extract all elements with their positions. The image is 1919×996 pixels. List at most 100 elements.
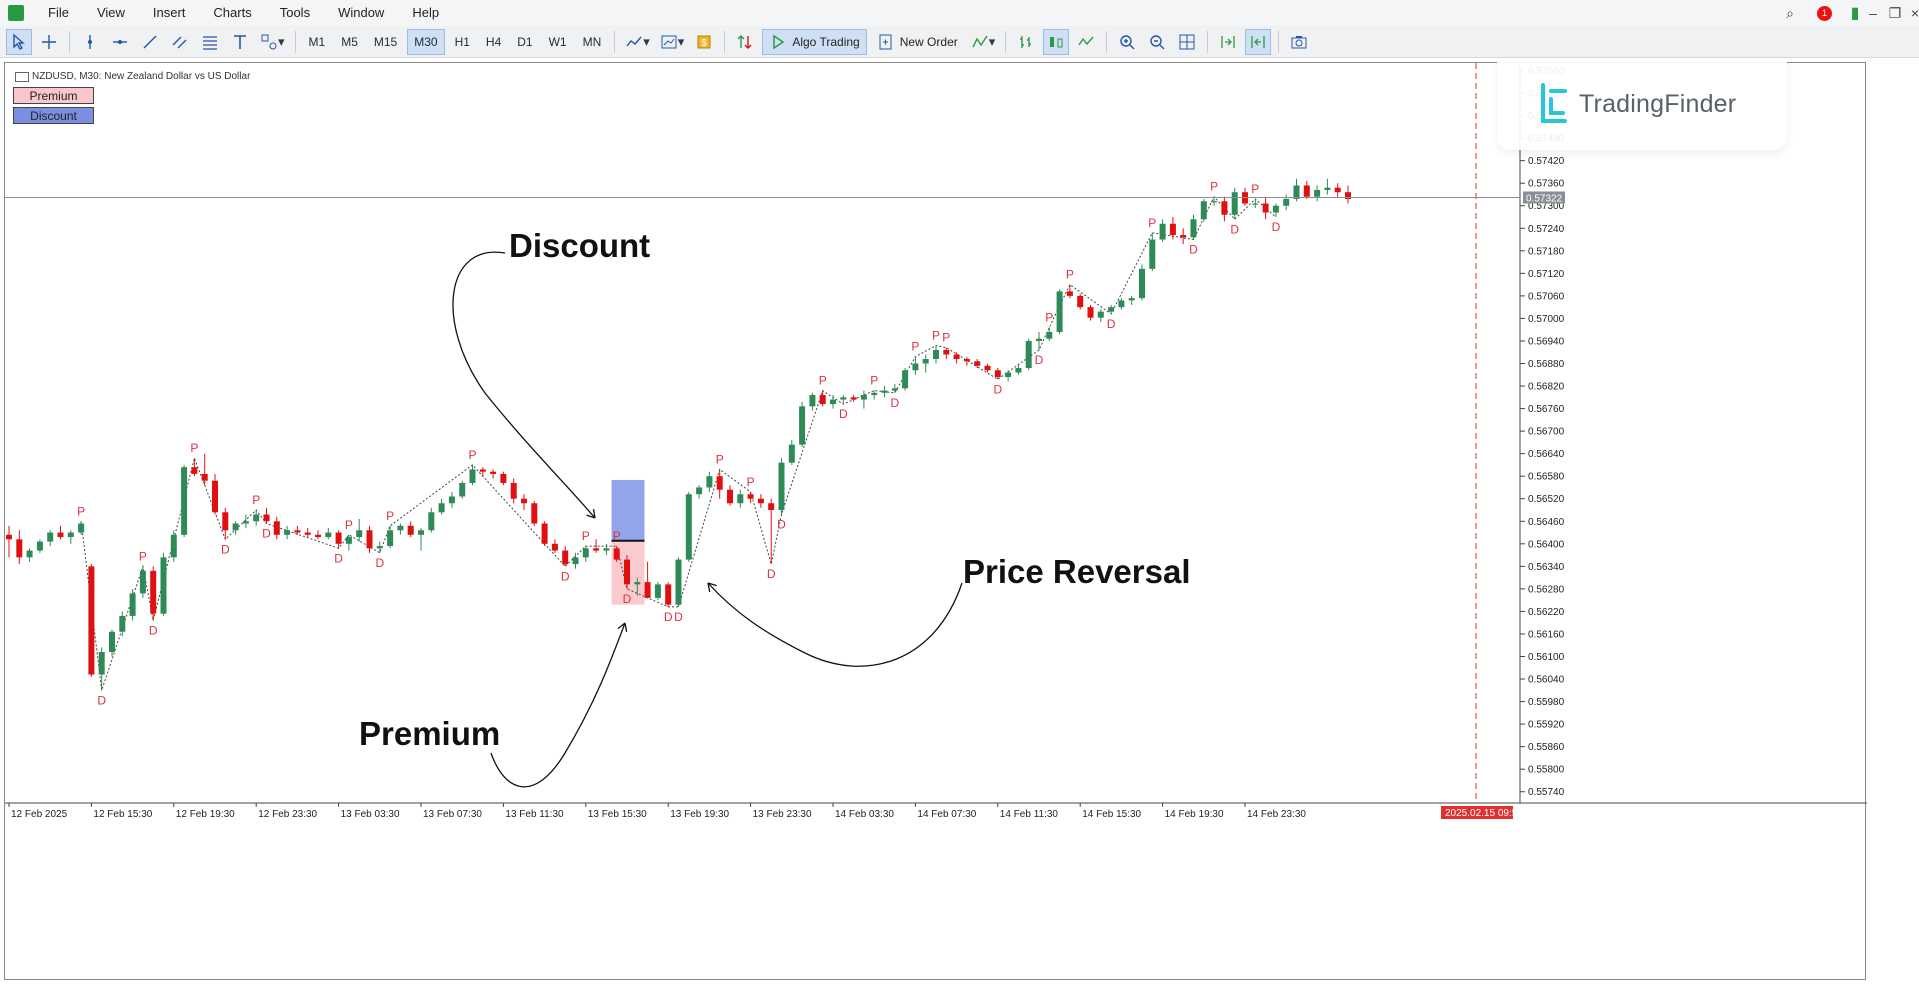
new-order-button[interactable]: New Order: [871, 29, 964, 55]
pivot-low-label: D: [674, 610, 683, 624]
notification-badge[interactable]: 1: [1817, 6, 1832, 21]
autoscroll-icon[interactable]: [1215, 29, 1241, 55]
bar-chart-icon[interactable]: [1013, 29, 1039, 55]
bull-candle: [438, 503, 445, 513]
candlestick-icon[interactable]: [1043, 28, 1070, 55]
bull-candle: [933, 349, 939, 359]
timeframe-m30[interactable]: M30: [407, 28, 445, 55]
bull-candle: [891, 388, 898, 391]
y-tick-label: 0.56040: [1528, 675, 1565, 686]
price-chart[interactable]: 0.576600.576000.575400.574800.574200.573…: [5, 63, 1867, 981]
shapes-icon[interactable]: ▾: [257, 29, 288, 55]
bull-candle: [582, 548, 589, 558]
bear-candle: [335, 532, 342, 544]
trendline-icon[interactable]: [137, 29, 163, 55]
bull-candle: [109, 631, 115, 652]
discount-zone: [611, 479, 645, 541]
chart-type-icon[interactable]: ▾: [622, 29, 653, 55]
pivot-low-label: D: [1107, 317, 1116, 331]
bull-candle: [1056, 291, 1063, 332]
screenshot-icon[interactable]: [1286, 29, 1312, 55]
minimize-icon[interactable]: –: [1869, 5, 1877, 21]
algo-trading-button[interactable]: Algo Trading: [762, 28, 867, 55]
timeframe-h4[interactable]: H4: [485, 34, 502, 49]
chart-window[interactable]: 0.576600.576000.575400.574800.574200.573…: [4, 62, 1867, 981]
timeframe-w1[interactable]: W1: [548, 34, 567, 49]
tile-windows-icon[interactable]: [1174, 29, 1200, 55]
chart-shift-icon[interactable]: [1245, 28, 1272, 55]
timeframe-mn[interactable]: MN: [582, 34, 602, 49]
search-icon[interactable]: ⌕: [1786, 4, 1794, 21]
bull-candle: [1293, 185, 1300, 199]
line-chart-icon[interactable]: [1073, 29, 1099, 55]
bear-candle: [613, 548, 620, 560]
x-tick-label: 13 Feb 07:30: [423, 809, 482, 820]
x-tick-label: 13 Feb 15:30: [588, 809, 647, 820]
bull-candle: [181, 467, 188, 535]
timeframe-m15[interactable]: M15: [373, 34, 398, 49]
menu-insert[interactable]: Insert: [152, 5, 186, 20]
bull-candle: [737, 494, 744, 504]
timeframe-m1[interactable]: M1: [308, 34, 326, 49]
cursor-tool-icon[interactable]: [6, 28, 32, 55]
y-tick-label: 0.56880: [1528, 359, 1565, 370]
pivot-high-label: P: [1148, 216, 1156, 230]
timeframe-m5[interactable]: M5: [341, 34, 358, 49]
y-tick-label: 0.57120: [1528, 269, 1565, 280]
y-tick-label: 0.56820: [1528, 382, 1565, 393]
x-tick-label: 13 Feb 23:30: [753, 809, 812, 820]
menu-view[interactable]: View: [96, 5, 125, 20]
menu-window[interactable]: Window: [338, 5, 385, 20]
close-icon[interactable]: ×: [1910, 5, 1919, 21]
pivot-high-label: P: [345, 518, 353, 532]
bull-candle: [830, 399, 836, 405]
pivot-high-label: P: [386, 509, 394, 523]
horizontal-line-icon[interactable]: [107, 29, 133, 55]
bear-candle: [716, 476, 723, 490]
x-tick-label: 14 Feb 19:30: [1165, 809, 1224, 820]
bear-candle: [150, 570, 157, 614]
signals-icon[interactable]: $: [691, 29, 717, 55]
pivot-high-label: P: [77, 504, 85, 518]
zoom-in-icon[interactable]: [1114, 29, 1140, 55]
bull-candle: [1015, 368, 1022, 373]
bull-candle: [860, 395, 867, 400]
chart-area[interactable]: 0.576600.576000.575400.574800.574200.573…: [0, 58, 1919, 996]
pivot-low-label: D: [664, 610, 673, 624]
pivot-high-label: P: [819, 374, 827, 388]
channel-icon[interactable]: [167, 29, 193, 55]
timeframe-d1[interactable]: D1: [517, 34, 533, 49]
bull-candle: [881, 390, 888, 393]
menu-help[interactable]: Help: [412, 5, 440, 20]
bull-candle: [685, 494, 692, 560]
bear-candle: [1087, 307, 1094, 318]
bull-candle: [922, 359, 929, 364]
pivot-high-label: P: [870, 374, 878, 388]
trade-arrows-icon[interactable]: [732, 29, 758, 55]
bear-candle: [201, 473, 208, 481]
indicators-icon[interactable]: ▾: [657, 29, 688, 55]
market-watch-icon[interactable]: ▾: [968, 29, 999, 55]
y-tick-label: 0.55980: [1528, 697, 1565, 708]
menu-tools[interactable]: Tools: [279, 5, 311, 20]
fibonacci-icon[interactable]: [197, 29, 223, 55]
menu-file[interactable]: File: [48, 5, 69, 20]
menu-charts[interactable]: Charts: [213, 5, 252, 20]
bear-candle: [994, 370, 1001, 378]
signal-icon[interactable]: ▮: [1850, 5, 1860, 22]
crosshair-icon[interactable]: [36, 29, 62, 55]
restore-icon[interactable]: ❐: [1888, 4, 1902, 21]
pivot-low-label: D: [1035, 353, 1044, 367]
vertical-line-icon[interactable]: [77, 29, 103, 55]
x-tick-label: 12 Feb 23:30: [258, 809, 317, 820]
timeframe-h1[interactable]: H1: [454, 34, 470, 49]
bull-candle: [1200, 201, 1207, 220]
bull-candle: [1159, 223, 1166, 240]
bear-candle: [562, 550, 569, 565]
zoom-out-icon[interactable]: [1144, 29, 1170, 55]
bear-candle: [304, 532, 311, 535]
text-tool-icon[interactable]: [227, 29, 253, 55]
x-tick-label: 14 Feb 11:30: [1000, 809, 1059, 820]
bull-candle: [1128, 298, 1135, 301]
bull-candle: [1108, 307, 1115, 312]
